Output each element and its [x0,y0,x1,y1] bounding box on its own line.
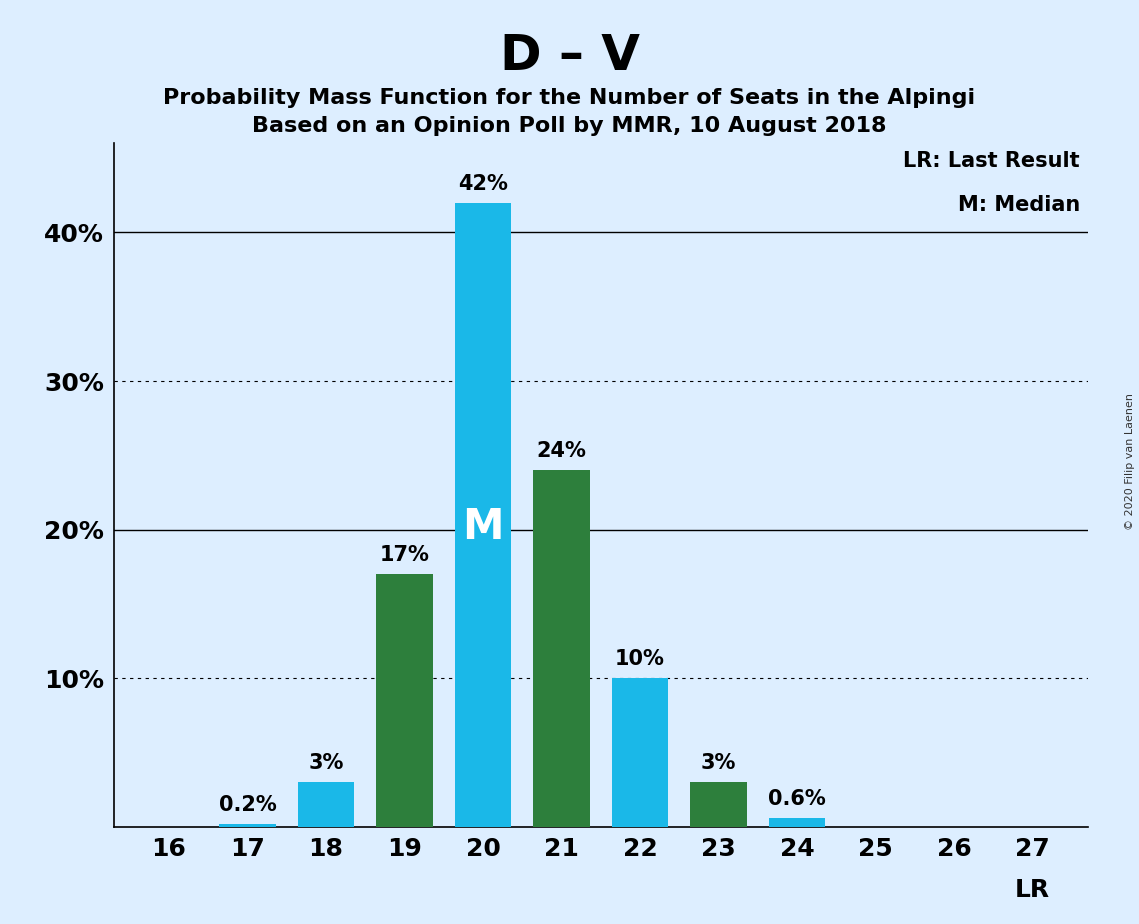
Bar [376,575,433,827]
Text: 0.2%: 0.2% [219,795,277,815]
Text: © 2020 Filip van Laenen: © 2020 Filip van Laenen [1125,394,1134,530]
Text: 24%: 24% [536,442,587,461]
Text: LR: Last Result: LR: Last Result [903,151,1080,171]
Bar [533,470,590,827]
Text: 3%: 3% [700,753,736,773]
Bar [454,202,511,827]
Text: LR: LR [1015,878,1050,902]
Bar [769,818,826,827]
Text: M: Median: M: Median [958,195,1080,215]
Text: Probability Mass Function for the Number of Seats in the Alpingi: Probability Mass Function for the Number… [163,88,976,108]
Bar [690,783,747,827]
Text: 17%: 17% [379,545,429,565]
Text: 42%: 42% [458,174,508,194]
Text: Based on an Opinion Poll by MMR, 10 August 2018: Based on an Opinion Poll by MMR, 10 Augu… [252,116,887,136]
Text: 0.6%: 0.6% [769,789,826,809]
Text: 10%: 10% [615,650,665,669]
Text: 3%: 3% [309,753,344,773]
Bar [297,783,354,827]
Bar [612,678,669,827]
Bar [219,824,276,827]
Text: D – V: D – V [500,32,639,80]
Text: M: M [462,506,503,548]
